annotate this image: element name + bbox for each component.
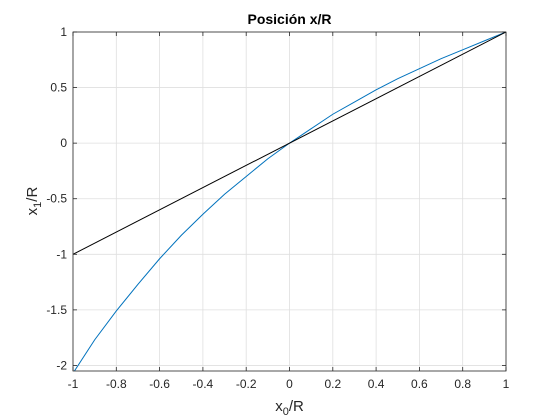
- y-tick-label: -2: [56, 358, 67, 372]
- x-tick-label: -0.6: [149, 377, 170, 391]
- x-tick-label: 0.4: [368, 377, 385, 391]
- x-axis-label-rest: /R: [289, 398, 304, 415]
- x-tick-label: -0.4: [193, 377, 214, 391]
- x-tick-label: 0.8: [454, 377, 471, 391]
- ticks: [72, 31, 507, 371]
- x-axis-label-subscript: 0: [283, 406, 289, 418]
- x-tick-label: -1: [68, 377, 79, 391]
- series-line-black: [73, 32, 506, 255]
- y-axis-label: x1/R: [24, 187, 44, 216]
- grid: [72, 31, 507, 371]
- x-tick-label: -0.2: [236, 377, 257, 391]
- x-tick-label: 0: [286, 377, 293, 391]
- x-axis-label-base: x: [275, 398, 283, 415]
- y-axis-label-base: x: [24, 207, 41, 215]
- x-tick-label: 1: [503, 377, 510, 391]
- x-tick-label: -0.8: [106, 377, 127, 391]
- x-axis-label: x0/R: [275, 398, 304, 418]
- x-tick-label: 0.6: [411, 377, 428, 391]
- y-tick-label: 0: [60, 136, 67, 150]
- chart-title: Posición x/R: [247, 11, 331, 27]
- y-tick-label: 1: [60, 25, 67, 39]
- y-tick-label: -1: [56, 247, 67, 261]
- y-axis-label-subscript: 1: [32, 202, 44, 208]
- y-tick-label: 0.5: [50, 81, 67, 95]
- series-layer: [73, 32, 506, 371]
- x-tick-label: 0.2: [324, 377, 341, 391]
- y-tick-label: -0.5: [46, 192, 67, 206]
- y-axis-label-rest: /R: [24, 187, 41, 202]
- y-tick-label: -1.5: [46, 303, 67, 317]
- tick-labels: -1 -0.8 -0.6 -0.4 -0.2 0 0.2 0.4 0.6 0.8 1 -2 -1.5 -1…: [46, 25, 509, 391]
